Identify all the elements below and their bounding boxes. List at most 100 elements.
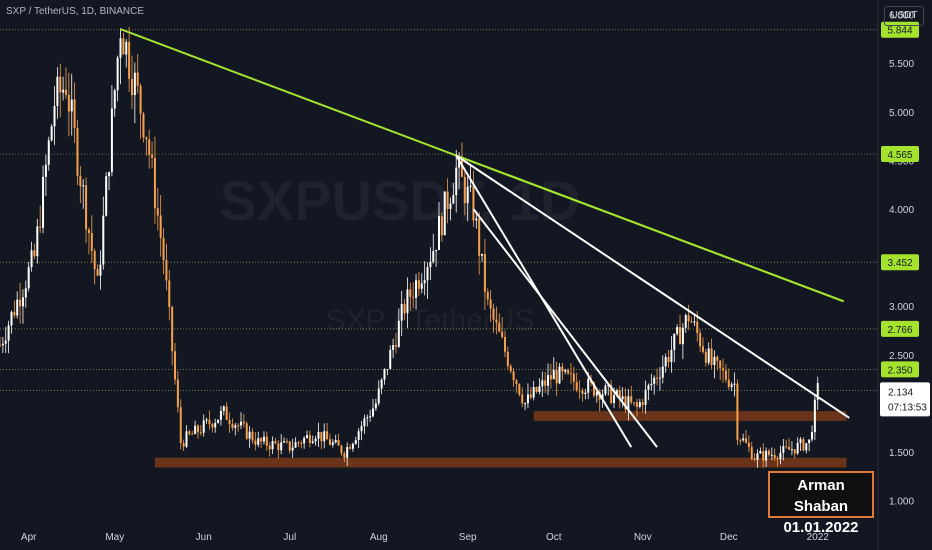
y-tick-label: 1.500 xyxy=(889,448,914,459)
candle-body xyxy=(211,424,214,428)
candle-body xyxy=(136,72,139,86)
candle-body xyxy=(331,442,334,445)
candle-body xyxy=(526,394,529,404)
x-tick-label: Nov xyxy=(634,532,652,543)
candle-body xyxy=(24,288,27,298)
trendlines xyxy=(120,28,850,448)
price-label-badge xyxy=(881,361,919,378)
candle-body xyxy=(679,327,682,345)
price-label-text: 2.350 xyxy=(887,365,912,376)
candle-body xyxy=(446,191,449,210)
candle-body xyxy=(377,388,380,404)
candle-body xyxy=(724,370,727,380)
candle-body xyxy=(638,402,641,407)
candle-body xyxy=(627,396,630,410)
candle-body xyxy=(765,450,768,461)
candle-body xyxy=(19,299,22,307)
candle-body xyxy=(432,251,435,262)
candle-body xyxy=(234,425,237,428)
candle-body xyxy=(199,432,202,434)
candle-body xyxy=(575,381,578,391)
candle-body xyxy=(406,289,409,314)
candle-body xyxy=(82,185,85,187)
candle-body xyxy=(518,384,521,395)
candle-body xyxy=(463,176,466,204)
candle-body xyxy=(171,306,174,352)
candle-body xyxy=(512,371,515,381)
candle-body xyxy=(21,297,24,307)
candle-body xyxy=(486,291,489,300)
candle-body xyxy=(684,315,687,328)
candle-body xyxy=(641,402,644,405)
candle-body xyxy=(237,425,240,427)
candle-body xyxy=(257,438,260,445)
candle-body xyxy=(650,383,653,386)
candle-body xyxy=(7,325,10,341)
candle-body xyxy=(475,218,478,221)
candle-body xyxy=(495,319,498,323)
candle-body xyxy=(294,442,297,448)
candle-body xyxy=(33,250,36,257)
candle-body xyxy=(435,249,438,252)
time-axis[interactable]: Apr May Jun Jul Aug Sep Oct Nov Dec 2022 xyxy=(21,532,829,543)
candle-body xyxy=(317,431,320,439)
trendline xyxy=(455,154,850,419)
candle-body xyxy=(248,431,251,439)
candle-body xyxy=(630,396,633,403)
candle-body xyxy=(785,446,788,448)
candle-body xyxy=(334,440,337,443)
candle-body xyxy=(601,394,604,400)
candle-body xyxy=(481,253,484,256)
trendline xyxy=(455,154,844,303)
candle-body xyxy=(242,421,245,424)
candle-body xyxy=(569,373,572,375)
candle-body xyxy=(44,164,47,177)
candle-body xyxy=(185,431,188,447)
candle-body xyxy=(713,356,716,365)
candle-body xyxy=(62,89,65,93)
candle-body xyxy=(400,304,403,321)
candle-body xyxy=(564,370,567,372)
watermark-name: SXP / TetherUS xyxy=(325,304,534,337)
candle-body xyxy=(449,203,452,210)
candle-body xyxy=(722,368,725,371)
candle-body xyxy=(793,449,796,454)
candle-body xyxy=(165,260,168,281)
candle-body xyxy=(108,172,111,177)
candle-body xyxy=(64,89,67,95)
candle-body xyxy=(667,357,670,362)
candle-body xyxy=(455,167,458,196)
candle-body xyxy=(397,320,400,347)
candle-body xyxy=(151,154,154,158)
candle-body xyxy=(647,385,650,390)
candle-body xyxy=(440,216,443,236)
candle-body xyxy=(128,41,131,79)
candle-body xyxy=(194,425,197,435)
candle-body xyxy=(403,304,406,314)
candle-body xyxy=(262,436,265,442)
candle-body xyxy=(148,139,151,155)
candle-body xyxy=(581,390,584,394)
support-zones xyxy=(154,411,847,468)
candle-body xyxy=(779,452,782,460)
candle-body xyxy=(469,185,472,187)
price-axis[interactable]: 1.0001.5002.0002.5003.0003.5004.0004.500… xyxy=(880,11,930,508)
candle-body xyxy=(710,348,713,365)
candle-body xyxy=(383,369,386,380)
candle-body xyxy=(782,446,785,453)
candle-body xyxy=(283,441,286,443)
candle-body xyxy=(394,345,397,347)
candle-body xyxy=(429,261,432,268)
candle-body xyxy=(188,431,191,434)
quote-unit-button[interactable]: USDT xyxy=(884,6,924,26)
candle-body xyxy=(670,349,673,362)
horizontal-levels xyxy=(0,29,878,391)
candle-body xyxy=(750,446,753,459)
candle-body xyxy=(730,384,733,387)
candle-body xyxy=(288,441,291,451)
candle-body xyxy=(93,250,96,270)
candle-body xyxy=(133,72,136,96)
candle-body xyxy=(805,443,808,451)
candle-body xyxy=(753,458,756,460)
